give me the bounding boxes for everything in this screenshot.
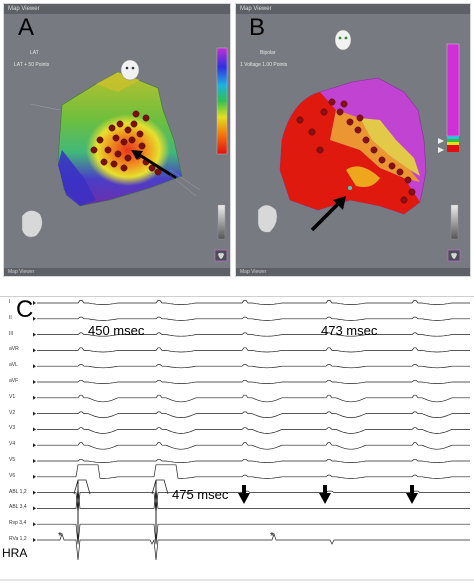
lead-label: ABL 1,2 [9, 488, 27, 495]
lead-marker [33, 459, 36, 463]
lead-trace [37, 488, 470, 509]
lead-trace [37, 364, 470, 369]
lead-trace [37, 490, 470, 513]
panel-a-map-label: LAT [30, 50, 39, 56]
down-arrow-icon [238, 485, 250, 504]
lead-marker [33, 427, 36, 432]
panel-a-color-scale [216, 47, 228, 155]
panel-b-arrow [310, 200, 342, 232]
lead-marker [33, 443, 36, 448]
lead-label: aVL [9, 362, 18, 369]
lead-marker [33, 522, 36, 527]
lead-label: V4 [9, 441, 16, 448]
electroanatomic-maps [21, 29, 461, 262]
interval-label-2: 473 msec [321, 323, 378, 338]
panel-a-legend-text: LAT + 50 Points [14, 62, 50, 68]
pacing-artifact [73, 479, 91, 495]
panel-b-footer: Map Viewer [236, 268, 470, 276]
lead-marker [33, 490, 36, 495]
star-marker-2: * [270, 531, 274, 542]
lead-marker [33, 301, 36, 305]
panel-b-title: Map Viewer [236, 4, 470, 14]
lead-trace [37, 347, 470, 353]
lead-label: I [9, 299, 11, 305]
panel-b-letter: B [249, 14, 266, 41]
lead-marker [33, 395, 36, 400]
lead-marker [33, 411, 36, 416]
lead-marker [33, 506, 36, 511]
lead-label: Rvp 3,4 [9, 520, 27, 527]
lead-trace [37, 464, 470, 479]
panel-a-torso-icon [21, 210, 43, 238]
lead-marker [33, 316, 36, 321]
lead-label: ABL 3,4 [9, 504, 27, 511]
lead-trace [37, 427, 470, 434]
panel-a-head-icon [120, 59, 140, 81]
lead-label: V3 [9, 425, 16, 432]
panel-b-head-icon [334, 29, 352, 51]
lead-trace [37, 379, 470, 384]
map-viewer-panel-b: Map Viewer Map Viewer [235, 3, 471, 277]
star-marker-1: * [58, 531, 62, 542]
panel-b-torso-icon [257, 204, 278, 233]
lead-label: RVa 1,2 [9, 536, 27, 542]
lead-trace [37, 316, 470, 321]
interval-label-3: 475 msec [172, 487, 229, 502]
panel-c-letter: C [16, 296, 34, 323]
pacing-artifact [151, 479, 169, 495]
lead-trace [37, 300, 470, 305]
lead-label: V1 [9, 393, 16, 400]
lead-label: aVF [9, 378, 19, 384]
lead-trace [37, 411, 470, 418]
voltage-map-scar [280, 92, 420, 214]
interval-label-1: 450 msec [88, 323, 145, 338]
panel-a-title: Map Viewer [4, 4, 230, 14]
lead-trace [37, 442, 470, 450]
lead-trace [37, 458, 470, 463]
lat-ablation-points [90, 110, 162, 176]
hra-label: HRA [2, 546, 28, 560]
lead-label: aVR [9, 346, 19, 353]
panel-a-slider[interactable] [217, 204, 226, 240]
panel-b-map-label: Bipolar [260, 50, 276, 56]
panel-a-letter: A [18, 14, 35, 41]
lead-trace [37, 394, 470, 403]
lead-marker [33, 474, 36, 479]
lead-trace [37, 332, 470, 337]
lead-marker [33, 348, 36, 353]
lead-label: V5 [9, 457, 16, 463]
voltage-ablation-points [296, 98, 416, 204]
lead-label: III [9, 330, 14, 337]
lead-label: II [9, 314, 12, 321]
panel-b-slider[interactable] [450, 204, 459, 240]
lead-trace [37, 523, 470, 545]
lead-label: V6 [9, 472, 16, 479]
lead-label: V2 [9, 409, 16, 416]
lead-marker [33, 332, 36, 337]
lead-marker [33, 538, 36, 542]
down-arrow-icon [319, 485, 331, 504]
panel-b-legend-text: 1 Voltage 1.00 Points [240, 62, 288, 68]
lead-trace [37, 532, 470, 561]
map-viewer-panel-a: Map Viewer Map Viewer [3, 3, 231, 277]
lead-marker [33, 380, 36, 384]
lead-marker [33, 364, 36, 369]
panel-a-arrow [137, 152, 177, 180]
down-arrow-icon [406, 485, 418, 504]
panel-a-footer: Map Viewer [4, 268, 230, 276]
